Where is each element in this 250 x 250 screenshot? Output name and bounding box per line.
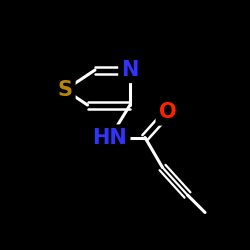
Text: S: S — [58, 80, 72, 100]
Text: N: N — [121, 60, 139, 80]
Text: HN: HN — [92, 128, 128, 148]
Text: O: O — [159, 102, 176, 122]
